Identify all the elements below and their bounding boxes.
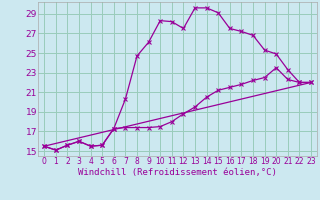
X-axis label: Windchill (Refroidissement éolien,°C): Windchill (Refroidissement éolien,°C) [78, 168, 277, 177]
